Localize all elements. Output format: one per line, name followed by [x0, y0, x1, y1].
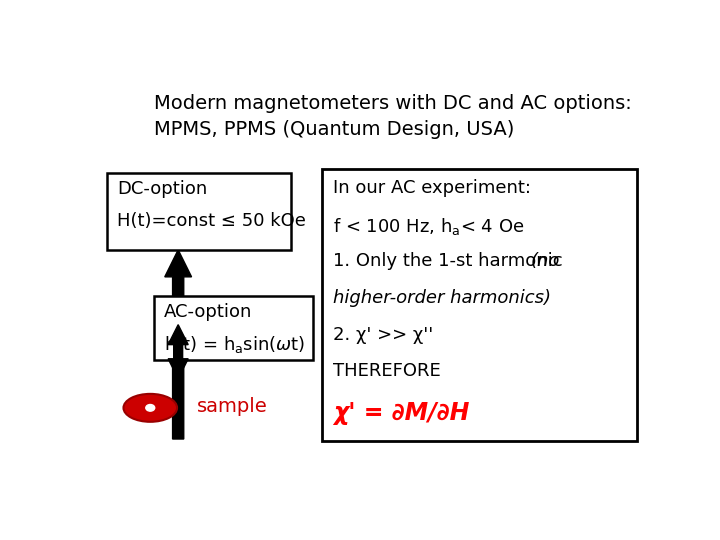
Text: Modern magnetometers with DC and AC options:
MPMS, PPMS (Quantum Design, USA): Modern magnetometers with DC and AC opti… [154, 94, 632, 139]
Circle shape [145, 404, 155, 411]
Text: 2. χ' >> χ'': 2. χ' >> χ'' [333, 326, 433, 343]
Text: higher-order harmonics): higher-order harmonics) [333, 289, 551, 307]
Ellipse shape [124, 394, 177, 422]
Bar [322, 168, 636, 441]
Text: DC-option: DC-option [117, 180, 207, 198]
Text: THEREFORE: THEREFORE [333, 362, 441, 380]
Bar [154, 295, 313, 360]
Text: (no: (no [531, 252, 560, 271]
Text: H(t)=const ≤ 50 kOe: H(t)=const ≤ 50 kOe [117, 212, 306, 230]
Bar [107, 173, 291, 250]
Text: AC-option: AC-option [164, 303, 253, 321]
Text: In our AC experiment:: In our AC experiment: [333, 179, 531, 197]
Polygon shape [168, 325, 188, 379]
Text: 1. Only the 1-st harmonic: 1. Only the 1-st harmonic [333, 252, 568, 271]
Text: h(t) = h$_{\rm a}$sin($\omega$t): h(t) = h$_{\rm a}$sin($\omega$t) [164, 334, 305, 355]
Polygon shape [165, 250, 192, 439]
Text: f < 100 Hz, h$_{\rm a}$< 4 Oe: f < 100 Hz, h$_{\rm a}$< 4 Oe [333, 216, 524, 237]
Text: sample: sample [197, 397, 268, 416]
Text: χ' = ∂M/∂H: χ' = ∂M/∂H [333, 401, 469, 425]
